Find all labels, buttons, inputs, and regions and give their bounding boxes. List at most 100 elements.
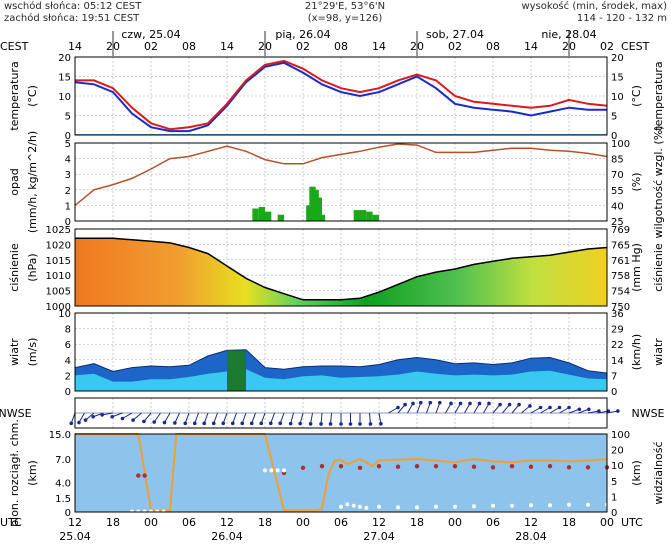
wind-arrow — [299, 412, 304, 424]
wind-arrow — [194, 412, 199, 424]
visibility-tick-right: 100 — [611, 430, 630, 441]
cloud-base-dot — [130, 509, 134, 514]
precip-bar — [372, 214, 379, 221]
cloud-base-dot — [345, 502, 350, 507]
cloud-base-dot — [548, 503, 552, 508]
wind-arrow — [330, 412, 332, 425]
cloud-base-dot — [510, 503, 514, 508]
wind-arrow — [203, 412, 209, 424]
cloud-top-dot — [566, 465, 572, 470]
tz-right: CEST — [621, 40, 650, 53]
wind-axis-label-right: wiatr — [652, 338, 665, 366]
cloud-base-dot — [358, 504, 362, 509]
cloud-top-dot — [509, 464, 515, 469]
temp-axis-unit-left: (°C) — [26, 85, 39, 107]
wind-arrow — [260, 412, 266, 424]
wind-arrow-head — [468, 401, 472, 406]
grid-text: (x=98, y=126) — [308, 13, 383, 24]
wind-arrow — [78, 412, 85, 423]
visibility-axis-unit-right: (km) — [630, 460, 643, 486]
wind-tick-right: 22 — [611, 340, 624, 351]
precip-tick-left: 0 — [65, 217, 71, 228]
wind-arrow — [473, 403, 480, 414]
temp-tick-right: 10 — [611, 92, 624, 103]
hour-bottom-label: 18 — [562, 516, 576, 529]
panel-border — [74, 56, 608, 136]
wind-arrow — [549, 407, 560, 414]
wind-tick-right: 14 — [611, 356, 624, 367]
precip-bar — [353, 210, 360, 221]
wind-arrow — [502, 404, 510, 414]
wind-arrow — [232, 412, 237, 424]
temp-tick-left: 15 — [58, 73, 71, 84]
wind-axis-unit-right: (km/h) — [630, 334, 643, 370]
wind-arrow — [492, 404, 501, 414]
wind-arrow-head — [411, 401, 415, 406]
temp-tick-left: 5 — [65, 112, 71, 123]
hour-top-label: 02 — [144, 40, 158, 53]
pressure-tick-left: 1010 — [46, 271, 71, 282]
temp-tick-left: 10 — [58, 92, 71, 103]
wind-arrow — [241, 412, 247, 424]
wind-axis-unit-left: (m/s) — [26, 338, 39, 367]
wind-arrow-head — [616, 409, 620, 413]
wind-arrow-head — [278, 421, 283, 426]
chart-content — [69, 56, 620, 514]
wind-arrow — [251, 412, 256, 424]
hour-bottom-label: 00 — [448, 516, 462, 529]
hour-top-label: 14 — [220, 40, 234, 53]
wind-arrow — [397, 404, 406, 414]
wind-arrow-head — [152, 420, 156, 424]
utc-right: UTC — [621, 516, 643, 529]
wind-arrow-head — [498, 402, 502, 407]
cloud-background — [75, 434, 607, 512]
wind-arrow — [213, 412, 218, 424]
wind-arrow-head — [477, 401, 482, 406]
wind-arrow — [122, 412, 133, 419]
wind-arrow-head — [428, 400, 433, 405]
visibility-tick-right: 20 — [611, 446, 624, 457]
humidity-tick-right: 25 — [611, 217, 624, 228]
cloud-base-dot — [142, 509, 147, 514]
wind-arrow-head — [396, 405, 400, 410]
precip-bar — [366, 211, 373, 221]
pressure-tick-left: 1020 — [46, 240, 71, 251]
wind-arrow — [568, 408, 580, 414]
wind-arrow-head — [458, 401, 463, 406]
wind-arrow — [164, 412, 171, 423]
cloud-top-dot — [319, 464, 325, 469]
pressure-axis-label-left: ciśnienie — [8, 243, 21, 292]
cloud-top-dot — [585, 465, 591, 470]
cloud-tick-left: 0 — [65, 508, 71, 519]
day-top-label: pią, 26.04 — [275, 28, 330, 41]
hour-bottom-label: 06 — [334, 516, 348, 529]
visibility-line — [75, 433, 608, 512]
temp-axis-unit-right: (°C) — [630, 85, 643, 107]
humidity-tick-right: 100 — [611, 139, 630, 150]
precip-bar — [252, 208, 259, 221]
wind-arrow-head — [368, 422, 373, 426]
wind-arrow-head — [308, 422, 313, 426]
wind-arrow-head — [77, 420, 81, 425]
wind-arrow-head — [517, 402, 521, 407]
hour-bottom-label: 12 — [524, 516, 538, 529]
sunset-text: zachód słońca: 19:51 CEST — [4, 12, 140, 24]
wind-arrow-head — [379, 422, 383, 426]
wind-arrow — [445, 403, 452, 414]
wind-arrow-head — [403, 402, 407, 407]
humidity-axis-unit-right: (%) — [630, 172, 643, 191]
cloud-base-dot — [339, 504, 343, 509]
wind-arrow — [378, 412, 382, 424]
wind-tick-right: 36 — [611, 309, 624, 320]
wind-arrow-head — [192, 421, 197, 426]
cloud-base-dot — [529, 503, 533, 508]
direction-label-right: NWSE — [631, 407, 664, 420]
wind-arrow-head — [418, 400, 423, 405]
cloud-base-dot — [586, 502, 590, 507]
wind-arrow-head — [240, 421, 245, 426]
wind-arrow — [310, 412, 313, 424]
wind-tick-left: 6 — [65, 340, 71, 351]
pressure-tick-left: 1015 — [46, 256, 71, 267]
hour-bottom-label: 18 — [410, 516, 424, 529]
date-bottom-label: 26.04 — [211, 530, 243, 543]
